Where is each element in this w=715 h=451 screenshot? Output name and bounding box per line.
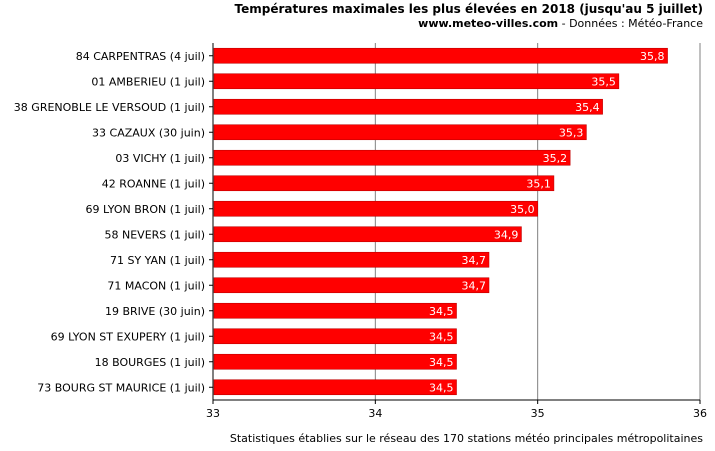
bar[interactable] xyxy=(213,277,490,294)
bar[interactable] xyxy=(213,226,522,243)
category-label: 19 BRIVE (30 juin) xyxy=(105,305,205,318)
bar[interactable] xyxy=(213,98,603,115)
footer-note: Statistiques établies sur le réseau des … xyxy=(229,432,703,445)
x-tick-label: 33 xyxy=(206,407,220,420)
category-label: 01 AMBERIEU (1 juil) xyxy=(91,75,205,88)
value-label: 35,4 xyxy=(575,101,600,114)
bar[interactable] xyxy=(213,328,457,345)
value-label: 35,2 xyxy=(543,152,568,165)
category-label: 71 SY YAN (1 juil) xyxy=(110,254,205,267)
value-label: 34,7 xyxy=(461,254,486,267)
category-label: 33 CAZAUX (30 juin) xyxy=(92,126,205,139)
data-source: - Données : Météo-France xyxy=(558,17,703,30)
value-label: 35,3 xyxy=(559,126,584,139)
category-label: 42 ROANNE (1 juil) xyxy=(102,177,205,190)
bar[interactable] xyxy=(213,353,457,370)
x-tick-label: 35 xyxy=(531,407,545,420)
chart-subtitle: www.meteo-villes.com - Données : Météo-F… xyxy=(418,17,703,30)
site-link[interactable]: www.meteo-villes.com xyxy=(418,17,559,30)
value-label: 34,5 xyxy=(429,356,454,369)
bar[interactable] xyxy=(213,379,457,396)
x-tick-label: 34 xyxy=(368,407,382,420)
category-label: 03 VICHY (1 juil) xyxy=(115,152,205,165)
bar[interactable] xyxy=(213,149,571,166)
bar[interactable] xyxy=(213,200,538,217)
value-label: 35,1 xyxy=(526,177,551,190)
category-label: 84 CARPENTRAS (4 juil) xyxy=(76,50,205,63)
value-label: 34,5 xyxy=(429,330,454,343)
category-label: 38 GRENOBLE LE VERSOUD (1 juil) xyxy=(14,101,205,114)
category-label: 69 LYON BRON (1 juil) xyxy=(86,203,205,216)
value-label: 34,5 xyxy=(429,381,454,394)
bar[interactable] xyxy=(213,302,457,319)
x-tick-label: 36 xyxy=(693,407,707,420)
category-label: 73 BOURG ST MAURICE (1 juil) xyxy=(37,381,205,394)
value-label: 34,7 xyxy=(461,279,486,292)
category-label: 69 LYON ST EXUPERY (1 juil) xyxy=(51,330,205,343)
value-label: 35,0 xyxy=(510,203,535,216)
bar[interactable] xyxy=(213,124,587,141)
bar[interactable] xyxy=(213,47,668,64)
value-label: 34,5 xyxy=(429,305,454,318)
category-label: 58 NEVERS (1 juil) xyxy=(105,228,206,241)
category-label: 18 BOURGES (1 juil) xyxy=(95,356,205,369)
value-label: 35,5 xyxy=(591,75,616,88)
category-label: 71 MACON (1 juil) xyxy=(107,279,205,292)
bar[interactable] xyxy=(213,251,490,268)
chart-title: Températures maximales les plus élevées … xyxy=(234,2,703,16)
value-label: 34,9 xyxy=(494,228,519,241)
value-label: 35,8 xyxy=(640,50,665,63)
bar[interactable] xyxy=(213,73,620,90)
bar[interactable] xyxy=(213,175,555,192)
